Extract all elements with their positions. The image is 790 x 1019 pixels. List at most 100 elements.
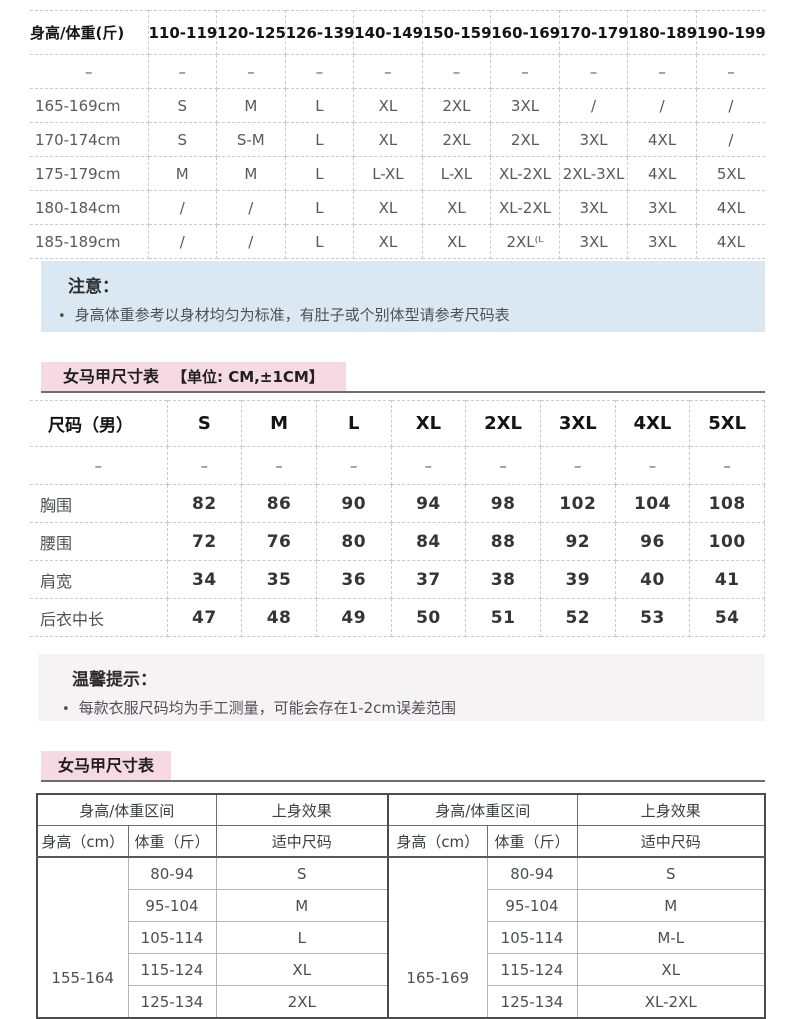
table-cell: 95-104 (486, 889, 578, 922)
section-title: 女马甲尺寸表 (63, 367, 160, 386)
table-cell: – (689, 446, 765, 485)
table-cell: 95-104 (127, 889, 217, 922)
table-cell: 4XL (627, 122, 697, 157)
table-cell: 80-94 (486, 856, 578, 890)
table-row: 95-104 M 95-104 M (37, 889, 766, 922)
table-row: 腰围 72 76 80 84 88 92 96 100 (30, 522, 765, 561)
table-cell: – (216, 54, 286, 89)
bullet-icon: • (58, 309, 66, 324)
table-cell: – (559, 54, 629, 89)
table-cell: 108 (689, 484, 765, 523)
table-cell: XL (422, 190, 492, 225)
tips-bullet-text: 每款衣服尺码均为手工测量，可能会存在1-2cm误差范围 (78, 699, 457, 717)
table-cell: XL (353, 190, 423, 225)
group-header: 上身效果 (215, 793, 389, 826)
row-header: 170-174cm (30, 122, 149, 157)
column-header: 体重（斤） (486, 825, 578, 858)
column-header: 体重（斤） (127, 825, 217, 858)
table-cell: 54 (689, 598, 765, 637)
table-row: – – – – – – – – – – (30, 54, 765, 89)
table-cell: L (215, 921, 389, 954)
table-cell: L (285, 190, 355, 225)
section-title-highlight: 女马甲尺寸表 【单位: CM,±1CM】 (41, 362, 346, 391)
table-cell: L-XL (422, 156, 492, 191)
column-header: 尺码（男） (30, 400, 168, 447)
table-cell: / (148, 190, 218, 225)
group-header-row: 身高/体重区间 上身效果 身高/体重区间 上身效果 (36, 793, 766, 826)
bullet-icon: • (62, 702, 70, 717)
row-header: 后衣中长 (30, 598, 168, 637)
table-cell: 115-124 (486, 953, 578, 986)
table-cell: 48 (241, 598, 317, 637)
table-cell: 2XL (215, 985, 389, 1019)
table-row: 175-179cm M M L L-XL L-XL XL-2XL 2XL-3XL… (30, 156, 765, 191)
table-cell: 80 (316, 522, 392, 561)
table-cell: S (148, 88, 218, 123)
table-cell: XL-2XL (576, 985, 766, 1019)
column-header: 110-119 (148, 10, 217, 55)
column-header: 适中尺码 (576, 825, 766, 858)
table-header-row: 尺码（男） S M L XL 2XL 3XL 4XL 5XL (30, 400, 765, 447)
column-header: 5XL (689, 400, 765, 447)
column-header: 150-159 (422, 10, 492, 55)
table-row: 105-114 L 105-114 M-L (37, 921, 766, 954)
table-cell: 2XL (490, 122, 560, 157)
table-cell: – (391, 446, 467, 485)
table-row: 180-184cm / / L XL XL XL-2XL 3XL 3XL 4XL (30, 190, 765, 225)
table-cell: 41 (689, 560, 765, 599)
table-cell: / (627, 88, 697, 123)
row-header: 175-179cm (30, 156, 149, 191)
column-header: 126-139 (285, 10, 354, 55)
table-cell: M-L (576, 921, 766, 954)
table-cell: M (216, 88, 286, 123)
table-cell: 3XL (559, 190, 629, 225)
table-cell: / (216, 190, 286, 225)
table-cell: / (216, 224, 286, 259)
table-cell: 102 (540, 484, 616, 523)
row-header: 165-169cm (30, 88, 149, 123)
table-row: 肩宽 34 35 36 37 38 39 40 41 (30, 560, 765, 599)
section-unit-label: 【单位: CM,±1CM】 (172, 368, 324, 386)
table-cell: 80-94 (127, 856, 217, 890)
column-header: XL (391, 400, 467, 447)
table-row: 165-169cm S M L XL 2XL 3XL / / / (30, 88, 765, 123)
group-header: 上身效果 (576, 793, 766, 826)
column-header: 170-179 (559, 10, 629, 55)
table-cell: – (353, 54, 423, 89)
table-cell: – (241, 446, 317, 485)
section-header-bar: 女马甲尺寸表 (41, 751, 765, 782)
row-header: 肩宽 (30, 560, 168, 599)
table-cell: – (465, 446, 541, 485)
table-cell: S (148, 122, 218, 157)
table-cell: – (540, 446, 616, 485)
table-cell: – (490, 54, 560, 89)
table-cell: / (696, 122, 765, 157)
table-cell: 40 (615, 560, 691, 599)
group-header: 身高/体重区间 (387, 793, 578, 826)
column-header: 140-149 (353, 10, 423, 55)
table-cell: 35 (241, 560, 317, 599)
column-header: 身高/体重(斤) (30, 10, 149, 55)
table-cell: L-XL (353, 156, 423, 191)
table-cell: XL (215, 953, 389, 986)
section-title: 女马甲尺寸表 (58, 756, 155, 775)
column-header: L (316, 400, 392, 447)
table-cell: 88 (465, 522, 541, 561)
table-cell: 90 (316, 484, 392, 523)
table-cell: / (559, 88, 629, 123)
row-header: 185-189cm (30, 224, 149, 259)
table-cell: 2XL-3XL (559, 156, 629, 191)
table-cell: – (422, 54, 492, 89)
table-cell: 34 (167, 560, 243, 599)
column-header: 身高（cm） (387, 825, 488, 858)
table-cell: – (615, 446, 691, 485)
table-cell: 36 (316, 560, 392, 599)
table-row: 185-189cm / / L XL XL 2XL⁽ᴸ 3XL 3XL 4XL (30, 224, 765, 259)
table-cell: 82 (167, 484, 243, 523)
table-cell: 125-134 (127, 985, 217, 1019)
table-row: 155-164 80-94 S 165-169 80-94 S (36, 856, 766, 1019)
table-cell: 3XL (559, 122, 629, 157)
notice-bullet-text: 身高体重参考以身材均匀为标准，有肚子或个别体型请参考尺码表 (74, 306, 510, 324)
table-cell: L (285, 88, 355, 123)
height-range-cell: 155-164 (36, 856, 129, 1019)
